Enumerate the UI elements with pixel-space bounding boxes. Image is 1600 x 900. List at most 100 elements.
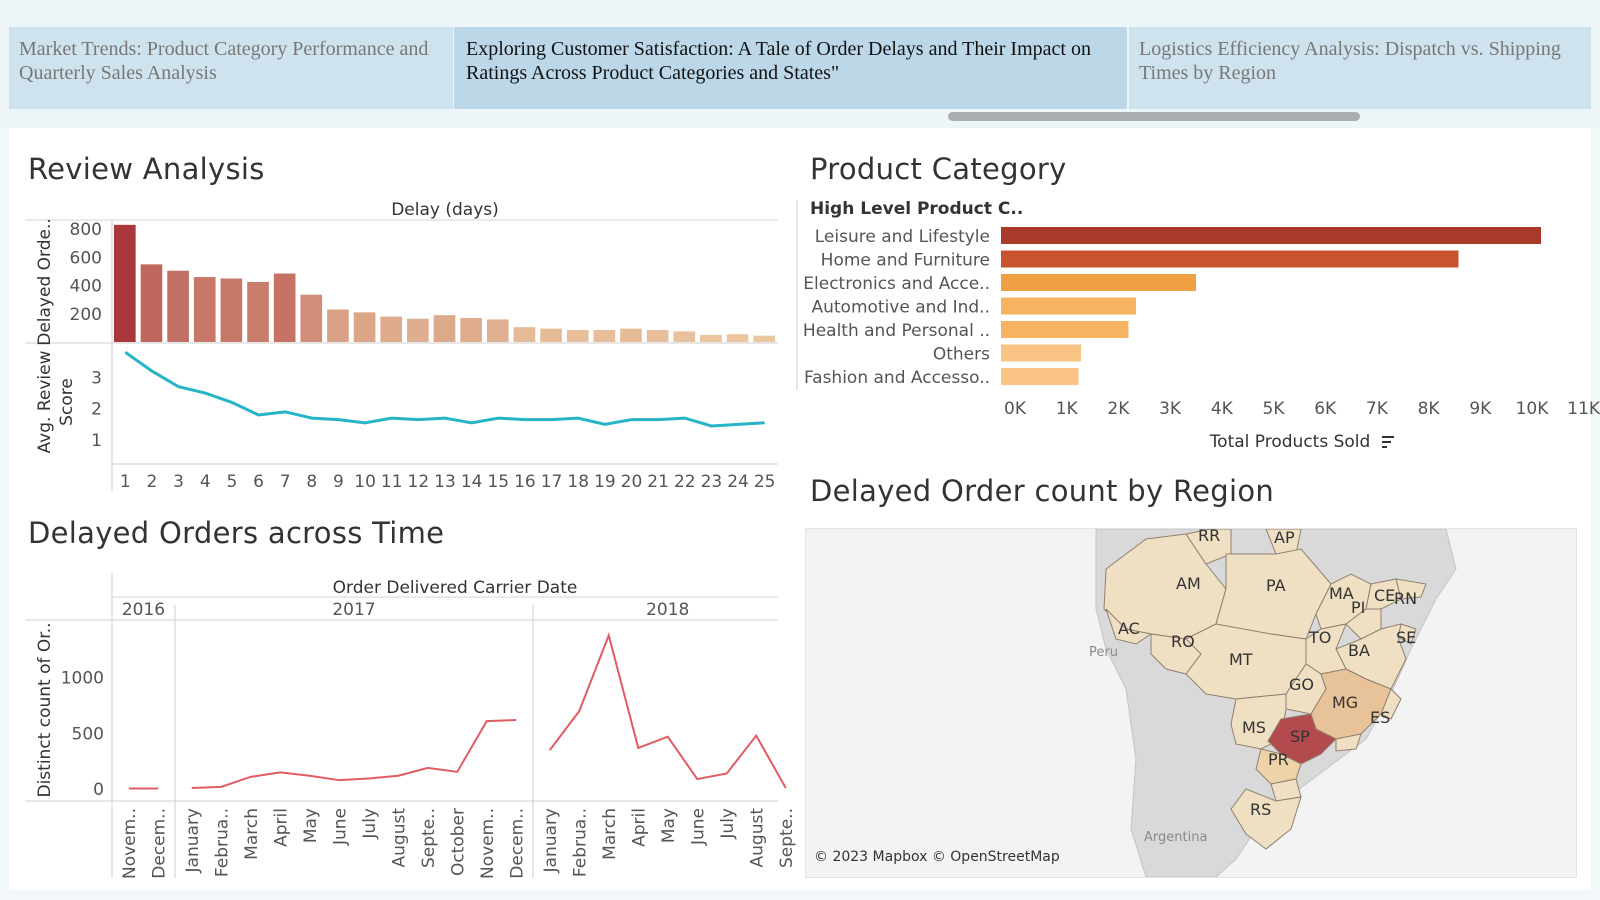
delay-bar bbox=[700, 334, 722, 342]
delay-x-tick: 21 bbox=[647, 472, 669, 492]
state-rr bbox=[1185, 529, 1232, 565]
delay-x-tick: 6 bbox=[253, 472, 264, 492]
category-bar bbox=[1001, 368, 1079, 385]
story-tab-customer-satisfaction[interactable]: Exploring Customer Satisfaction: A Tale … bbox=[454, 27, 1127, 109]
map-label-ma: MA bbox=[1329, 584, 1354, 603]
category-x-tick: 4K bbox=[1211, 399, 1234, 419]
delay-x-tick: 25 bbox=[754, 472, 776, 492]
category-x-tick: 0K bbox=[1004, 399, 1027, 419]
delay-y-tick: 800 bbox=[70, 220, 102, 240]
delay-bar bbox=[273, 273, 296, 342]
map-label-ms: MS bbox=[1242, 718, 1266, 737]
score-y-tick: 2 bbox=[91, 400, 102, 420]
delay-y-tick: 200 bbox=[70, 305, 102, 325]
time-month-label: August bbox=[747, 808, 767, 868]
map-label-pr: PR bbox=[1268, 750, 1289, 769]
delay-bar bbox=[167, 270, 189, 342]
delayed-orders-time-chart[interactable]: Order Delivered Carrier Date 0 500 1000 Dist… bbox=[0, 0, 800, 890]
category-x-tick: 10K bbox=[1516, 399, 1550, 419]
delay-bar bbox=[380, 316, 403, 342]
category-bar bbox=[1001, 274, 1196, 291]
delay-x-tick: 17 bbox=[541, 472, 563, 492]
time-month-label: January bbox=[541, 808, 561, 873]
state-sp bbox=[1267, 713, 1337, 765]
state-rj bbox=[1335, 733, 1362, 752]
category-label: Others bbox=[933, 345, 990, 365]
delay-x-tick: 14 bbox=[461, 472, 483, 492]
delay-x-tick: 18 bbox=[567, 472, 589, 492]
delay-bar bbox=[593, 330, 616, 342]
category-x-tick: 3K bbox=[1159, 399, 1182, 419]
time-month-label: June bbox=[330, 808, 350, 846]
category-bar bbox=[1001, 344, 1081, 362]
map-label-ba: BA bbox=[1348, 641, 1370, 660]
delay-x-tick: 3 bbox=[173, 472, 184, 492]
product-category-chart[interactable]: High Level Product C.. Leisure and Lifest… bbox=[0, 0, 1600, 470]
map-label-rs: RS bbox=[1250, 800, 1271, 819]
time-month-label: May bbox=[301, 808, 321, 843]
delay-x-tick: 23 bbox=[701, 472, 723, 492]
story-scrollbar[interactable] bbox=[948, 112, 1360, 121]
delay-x-tick: 19 bbox=[594, 472, 616, 492]
time-month-label: October bbox=[448, 808, 468, 876]
delay-bar bbox=[460, 318, 482, 342]
delay-bar bbox=[140, 264, 163, 342]
state-pi bbox=[1345, 608, 1382, 640]
category-x-tick: 1K bbox=[1056, 399, 1079, 419]
delay-y-tick: 600 bbox=[70, 248, 102, 268]
time-year-label: 2016 bbox=[122, 600, 165, 620]
map-label-ap: AP bbox=[1274, 529, 1295, 547]
delay-x-tick: 11 bbox=[381, 472, 403, 492]
delay-x-tick: 12 bbox=[408, 472, 430, 492]
time-y-label: Distinct count of Or.. bbox=[35, 622, 55, 797]
category-bar bbox=[1001, 227, 1541, 244]
review-analysis-title: Review Analysis bbox=[28, 152, 265, 186]
delay-x-tick: 8 bbox=[306, 472, 317, 492]
map-label-sp: SP bbox=[1290, 727, 1310, 746]
state-es bbox=[1380, 688, 1402, 720]
time-y-tick: 0 bbox=[93, 780, 104, 800]
time-y-tick: 1000 bbox=[61, 669, 104, 689]
score-y-tick: 3 bbox=[91, 368, 102, 388]
map-label-pi: PI bbox=[1351, 598, 1365, 617]
delay-bar bbox=[247, 282, 269, 342]
category-x-tick: 9K bbox=[1469, 399, 1492, 419]
category-bar bbox=[1001, 297, 1136, 315]
avg-score-line bbox=[124, 351, 765, 428]
time-month-label: June bbox=[688, 808, 708, 846]
delay-bar bbox=[566, 330, 589, 342]
delay-x-tick: 5 bbox=[226, 472, 237, 492]
category-x-tick: 7K bbox=[1366, 399, 1389, 419]
delay-x-tick: 4 bbox=[200, 472, 211, 492]
category-bar bbox=[1001, 250, 1459, 268]
story-tab-market-trends[interactable]: Market Trends: Product Category Performa… bbox=[9, 27, 453, 109]
category-x-label: Total Products Sold bbox=[1209, 432, 1371, 452]
time-month-label: Septe.. bbox=[419, 808, 439, 868]
time-month-label: Decem.. bbox=[507, 808, 527, 879]
time-month-label: July bbox=[360, 808, 380, 840]
delay-axis-title: Delay (days) bbox=[391, 200, 499, 220]
delay-x-tick: 15 bbox=[487, 472, 509, 492]
time-month-label: Februa.. bbox=[212, 808, 232, 877]
time-month-label: Decem.. bbox=[149, 808, 169, 879]
time-month-label: January bbox=[183, 808, 203, 873]
map-label-peru: Peru bbox=[1089, 645, 1118, 660]
state-ce bbox=[1365, 578, 1402, 610]
time-month-label: Novem.. bbox=[478, 808, 498, 879]
time-month-label: Novem.. bbox=[120, 808, 140, 879]
category-x-tick: 6K bbox=[1314, 399, 1337, 419]
delay-bar bbox=[646, 330, 669, 342]
time-year-label: 2018 bbox=[646, 600, 689, 620]
score-y-label-1: Avg. Review bbox=[35, 350, 55, 453]
delay-x-tick: 9 bbox=[333, 472, 344, 492]
time-month-label: March bbox=[600, 808, 620, 860]
delay-bar bbox=[193, 277, 216, 342]
delay-x-tick: 16 bbox=[514, 472, 536, 492]
map-label-pa: PA bbox=[1266, 576, 1286, 595]
story-tab-logistics[interactable]: Logistics Efficiency Analysis: Dispatch … bbox=[1129, 27, 1591, 109]
delayed-region-map[interactable]: RR AP AM PA MA CE RN PI AC RO TO SE BA M… bbox=[805, 528, 1577, 878]
state-rn bbox=[1395, 578, 1427, 600]
delayed-orders-line bbox=[191, 719, 517, 789]
product-category-title: Product Category bbox=[810, 152, 1067, 186]
